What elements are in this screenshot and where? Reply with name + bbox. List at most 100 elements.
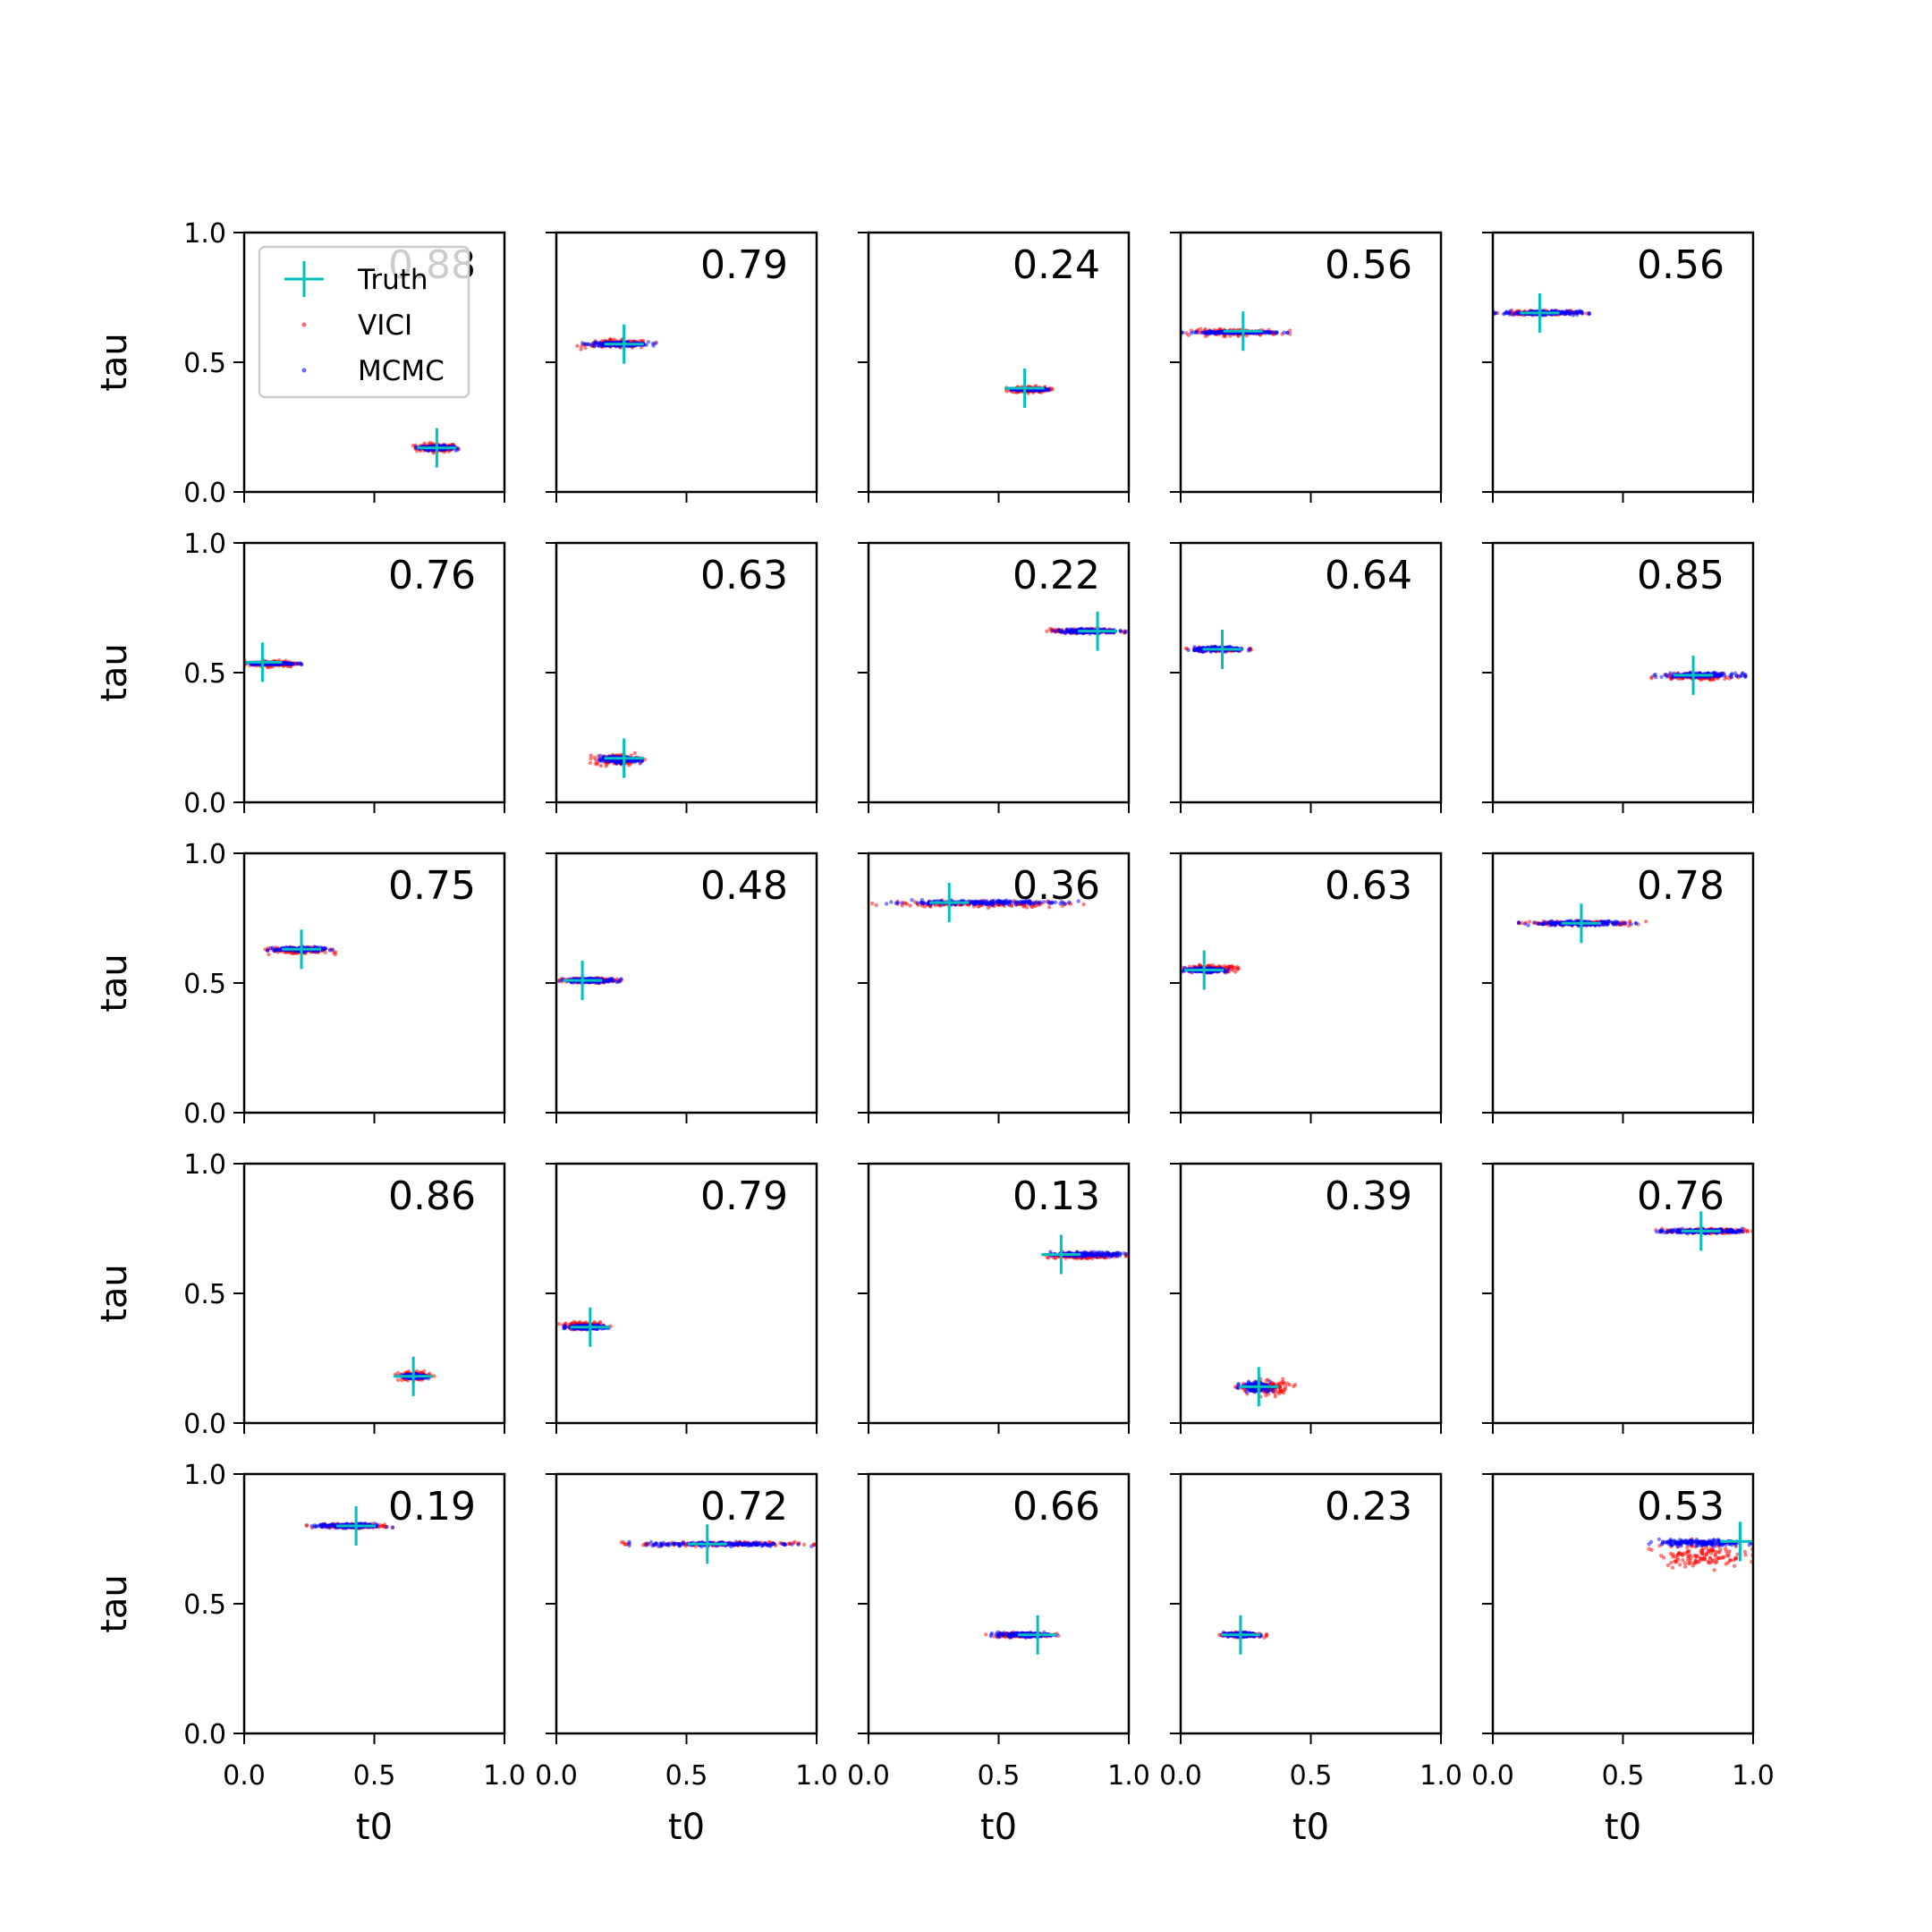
panel-value-label: 0.75 [388, 863, 476, 909]
truth-marker [1674, 655, 1714, 695]
y-axis-label: tau [94, 953, 135, 1013]
mcmc-sample [915, 901, 919, 905]
mcmc-sample [1076, 899, 1080, 903]
truth-marker [604, 324, 644, 364]
mcmc-sample [1204, 330, 1208, 335]
vici-sample [922, 904, 928, 909]
mcmc-sample [1046, 387, 1050, 393]
plot-area [244, 642, 304, 682]
mcmc-sample [1195, 646, 1200, 651]
mcmc-sample [273, 949, 277, 953]
mcmc-sample [1056, 627, 1061, 632]
vici-sample [593, 761, 598, 767]
mcmc-sample [1070, 629, 1074, 633]
mcmc-sample [1058, 902, 1063, 906]
truth-marker [282, 929, 322, 970]
mcmc-sample [1212, 330, 1216, 335]
mcmc-sample [1568, 312, 1572, 317]
vici-sample [1021, 904, 1026, 909]
y-tick-label: 0.5 [183, 348, 226, 379]
mcmc-sample [1042, 900, 1046, 904]
mcmc-sample [281, 661, 286, 666]
vici-sample [632, 750, 637, 756]
truth-marker [1202, 629, 1242, 669]
vici-sample [323, 950, 327, 955]
panel-3: 0.24 [858, 231, 1131, 503]
vici-sample [422, 441, 427, 445]
y-tick-label: 1.0 [183, 529, 226, 560]
vici-sample [588, 760, 592, 766]
mcmc-sample [1613, 921, 1617, 926]
vici-sample [580, 343, 584, 349]
mcmc-sample [1507, 312, 1512, 317]
mcmc-sample [327, 948, 333, 953]
y-axis-label: tau [94, 643, 135, 702]
truth-marker [244, 642, 283, 682]
mcmc-sample [1263, 329, 1267, 335]
vici-sample [1186, 333, 1191, 337]
vici-sample [1723, 676, 1727, 682]
truth-marker [417, 428, 457, 468]
vici-sample [874, 902, 878, 908]
y-tick-label: 1.0 [183, 839, 226, 870]
truth-marker [1184, 950, 1224, 990]
mcmc-sample [1026, 901, 1031, 905]
mcmc-sample [1513, 311, 1518, 316]
vici-sample [267, 952, 271, 957]
mcmc-sample [640, 758, 645, 764]
panel-5: 0.56 [1482, 231, 1755, 503]
mcmc-sample [1064, 629, 1069, 633]
mcmc-sample [1622, 920, 1626, 926]
mcmc-sample [1072, 629, 1078, 633]
mcmc-sample [1606, 922, 1611, 927]
plot-area [1045, 611, 1129, 651]
mcmc-sample [1712, 672, 1717, 676]
mcmc-sample [1668, 671, 1673, 675]
panel-2: 0.79 [546, 231, 818, 503]
mcmc-sample [910, 898, 914, 902]
vici-sample [604, 764, 608, 768]
mcmc-sample [597, 758, 602, 763]
mcmc-sample [1050, 628, 1055, 632]
vici-sample [1230, 963, 1234, 969]
y-tick-label: 0.0 [183, 1098, 226, 1130]
truth-marker [563, 961, 603, 1001]
vici-sample [869, 901, 875, 906]
vici-sample [1024, 905, 1030, 910]
panel-10: 0.85 [1482, 541, 1755, 813]
mcmc-sample [1274, 330, 1279, 335]
mcmc-sample [884, 902, 889, 906]
mcmc-sample [1740, 672, 1745, 676]
mcmc-sample [646, 340, 650, 344]
y-tick-label: 0.5 [183, 658, 226, 690]
panel-value-label: 0.22 [1013, 553, 1100, 598]
mcmc-sample [1067, 900, 1072, 904]
plot-area [1516, 903, 1648, 944]
mcmc-sample [1730, 672, 1734, 676]
mcmc-sample [987, 900, 992, 905]
panel-value-label: 0.56 [1325, 242, 1412, 288]
mcmc-sample [1059, 630, 1063, 634]
y-tick-label: 1.0 [183, 218, 226, 250]
plot-area [1181, 950, 1241, 990]
vici-sample [1233, 970, 1238, 974]
panel-7: 0.63 [546, 541, 818, 813]
mcmc-sample [1579, 310, 1584, 316]
vici-sample [1649, 676, 1654, 681]
plot-area [263, 929, 338, 970]
vici-sample [583, 345, 588, 351]
vici-sample [1527, 919, 1532, 924]
panel-12: 0.48 [546, 852, 818, 1123]
mcmc-sample [1186, 648, 1191, 653]
mcmc-sample [266, 948, 270, 953]
mcmc-sample [1504, 310, 1509, 315]
mcmc-sample [1734, 674, 1740, 678]
vici-sample [332, 951, 336, 955]
mcmc-sample [1546, 920, 1550, 926]
mcmc-sample [991, 901, 996, 905]
mcmc-sample [602, 979, 606, 985]
mcmc-sample [1199, 965, 1204, 970]
mcmc-sample [921, 901, 926, 906]
